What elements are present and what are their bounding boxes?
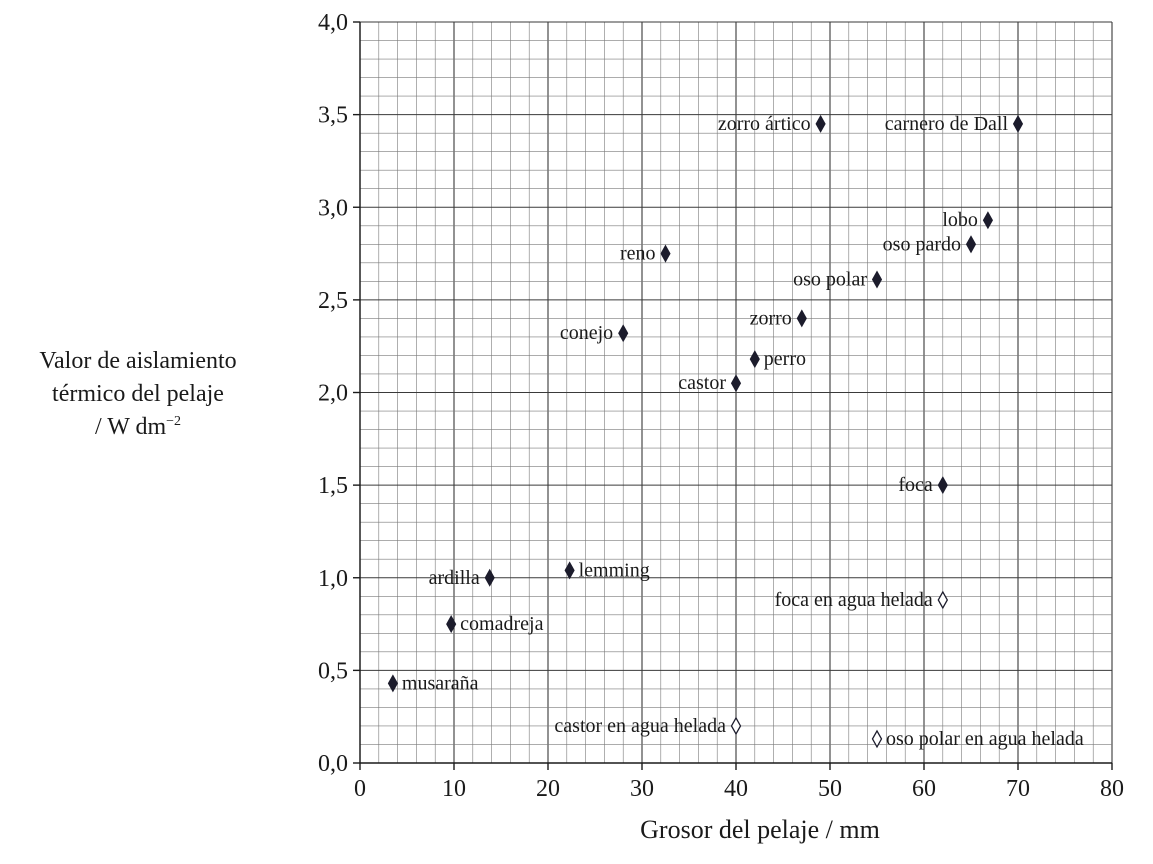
y-axis-unit-text: / W dm <box>94 414 167 440</box>
data-point-marker-open <box>871 729 883 749</box>
data-point-label: zorro <box>750 307 792 329</box>
data-point-marker <box>387 674 398 693</box>
data-point-marker <box>796 309 807 328</box>
data-point-label: lobo <box>942 209 978 231</box>
data-point-label: reno <box>620 243 656 265</box>
x-tick-label: 0 <box>354 776 366 802</box>
y-tick-label: 1,0 <box>318 566 348 592</box>
x-tick-label: 60 <box>912 776 936 802</box>
x-tick-label: 50 <box>818 776 842 802</box>
x-tick-label: 10 <box>442 776 466 802</box>
y-tick-label: 3,5 <box>318 103 348 129</box>
data-point-label: castor en agua helada <box>554 715 726 737</box>
data-point-label: zorro ártico <box>718 113 811 135</box>
data-point-marker <box>618 324 629 343</box>
y-tick-label: 0,0 <box>318 751 348 777</box>
data-point-label: oso polar en agua helada <box>886 728 1084 750</box>
data-point-label: oso polar <box>793 268 867 290</box>
x-tick-label: 20 <box>536 776 560 802</box>
y-tick-label: 1,5 <box>318 473 348 499</box>
y-tick-label: 2,5 <box>318 288 348 314</box>
data-point-marker <box>749 350 760 369</box>
data-point-label: ardilla <box>429 567 480 589</box>
data-point-marker <box>484 568 495 587</box>
data-point-marker <box>871 270 883 289</box>
tick-labels: 0 10 20 30 40 50 60 70 80 0,0 0,5 1,0 1,5 2,0 2,5 3,0 3,… <box>318 10 1124 802</box>
data-points: musaraña comadreja ardilla lemming conejo ren… <box>387 113 1084 750</box>
x-tick-label: 80 <box>1100 776 1124 802</box>
data-point-label: conejo <box>560 322 613 344</box>
data-point-marker <box>1012 114 1024 133</box>
x-tick-label: 40 <box>724 776 748 802</box>
data-point-marker <box>660 244 671 263</box>
data-point-marker <box>815 114 826 133</box>
y-axis-label-line1: Valor de aislamiento <box>39 348 237 374</box>
y-tick-label: 4,0 <box>318 10 348 36</box>
y-tick-label: 3,0 <box>318 195 348 221</box>
data-point-marker <box>446 615 457 634</box>
y-tick-label: 0,5 <box>318 658 348 684</box>
data-point-marker <box>937 476 948 495</box>
data-point-label: foca en agua helada <box>775 589 933 611</box>
x-axis-label: Grosor del pelaje / mm <box>640 815 880 844</box>
data-point-label: comadreja <box>460 613 543 635</box>
data-point-label: lemming <box>579 559 650 581</box>
data-point-marker-open <box>730 716 742 736</box>
x-tick-label: 70 <box>1006 776 1030 802</box>
data-point-label: perro <box>764 348 806 370</box>
data-point-marker <box>564 561 575 580</box>
data-point-marker <box>965 235 977 254</box>
data-point-label: castor <box>678 372 726 394</box>
data-point-marker <box>982 211 993 230</box>
y-axis-label-line2: térmico del pelaje <box>52 381 224 407</box>
axes <box>353 21 1113 770</box>
x-tick-label: 30 <box>630 776 654 802</box>
data-point-label: carnero de Dall <box>885 113 1009 135</box>
y-axis-label: Valor de aislamiento térmico del pelaje … <box>0 345 276 444</box>
data-point-label: musaraña <box>402 672 479 694</box>
y-tick-label: 2,0 <box>318 381 348 407</box>
data-point-marker <box>730 374 742 393</box>
data-point-marker-open <box>937 590 949 610</box>
y-axis-label-unit: / W dm−2 <box>0 411 276 444</box>
data-point-label: foca <box>898 474 933 496</box>
y-axis-unit-exponent: −2 <box>166 414 182 429</box>
data-point-label: oso pardo <box>883 233 961 255</box>
grid <box>359 21 1113 764</box>
